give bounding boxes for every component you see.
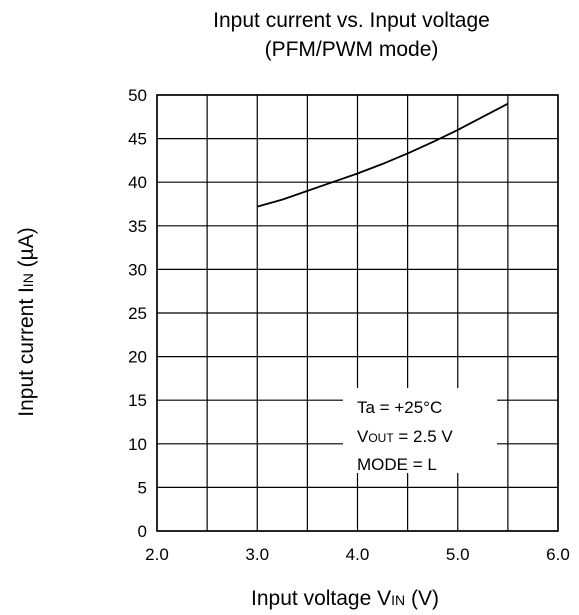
- y-tick-label: 20: [128, 348, 147, 367]
- chart-title-line1: Input current vs. Input voltage: [213, 9, 490, 32]
- x-tick-label: 5.0: [446, 545, 470, 564]
- plot-frame: [156, 94, 559, 532]
- annotation-box: [343, 388, 497, 473]
- y-axis-title-rest: (µA): [15, 227, 38, 273]
- y-tick-label: 5: [138, 478, 147, 497]
- x-axis-title-main: Input voltage V: [251, 587, 391, 610]
- y-axis-title: Input current IIN (µA): [15, 227, 38, 417]
- y-tick-label: 15: [128, 391, 147, 410]
- axes-layer: 0 5 10 15 20 25 30 35 40 45 50 2.0 3.0 4.0 5.0 6.0: [128, 86, 570, 564]
- y-axis-title-main: Input current I: [15, 287, 38, 417]
- y-tick-label: 35: [128, 217, 147, 236]
- y-tick-label: 45: [128, 130, 147, 149]
- x-tick-label: 4.0: [346, 545, 370, 564]
- y-tick-label: 10: [128, 435, 147, 454]
- y-tick-label: 30: [128, 260, 147, 279]
- x-tick-label: 2.0: [145, 545, 169, 564]
- series-layer: [257, 102, 509, 208]
- annotation-ta: Ta = +25°C: [357, 398, 442, 417]
- annotation-vout-rest: = 2.5 V: [394, 427, 454, 446]
- x-tick-label: 3.0: [245, 545, 269, 564]
- x-tick-label: 6.0: [546, 545, 570, 564]
- annotation-mode: MODE = L: [357, 455, 437, 474]
- annotation-vout: VOUT = 2.5 V: [357, 427, 453, 446]
- x-axis-title-sub: IN: [391, 592, 405, 608]
- y-axis-title-sub: IN: [20, 273, 36, 287]
- series-line: [257, 102, 509, 208]
- y-tick-label: 0: [138, 522, 147, 541]
- annotation-vout-sub: OUT: [368, 431, 394, 445]
- x-axis-title: Input voltage VIN (V): [251, 587, 439, 610]
- x-axis-title-rest: (V): [405, 587, 439, 610]
- y-tick-label: 40: [128, 173, 147, 192]
- y-tick-label: 25: [128, 304, 147, 323]
- y-tick-label: 50: [128, 86, 147, 105]
- annotation-vout-main: V: [357, 427, 369, 446]
- chart-title-line2: (PFM/PWM mode): [264, 38, 439, 61]
